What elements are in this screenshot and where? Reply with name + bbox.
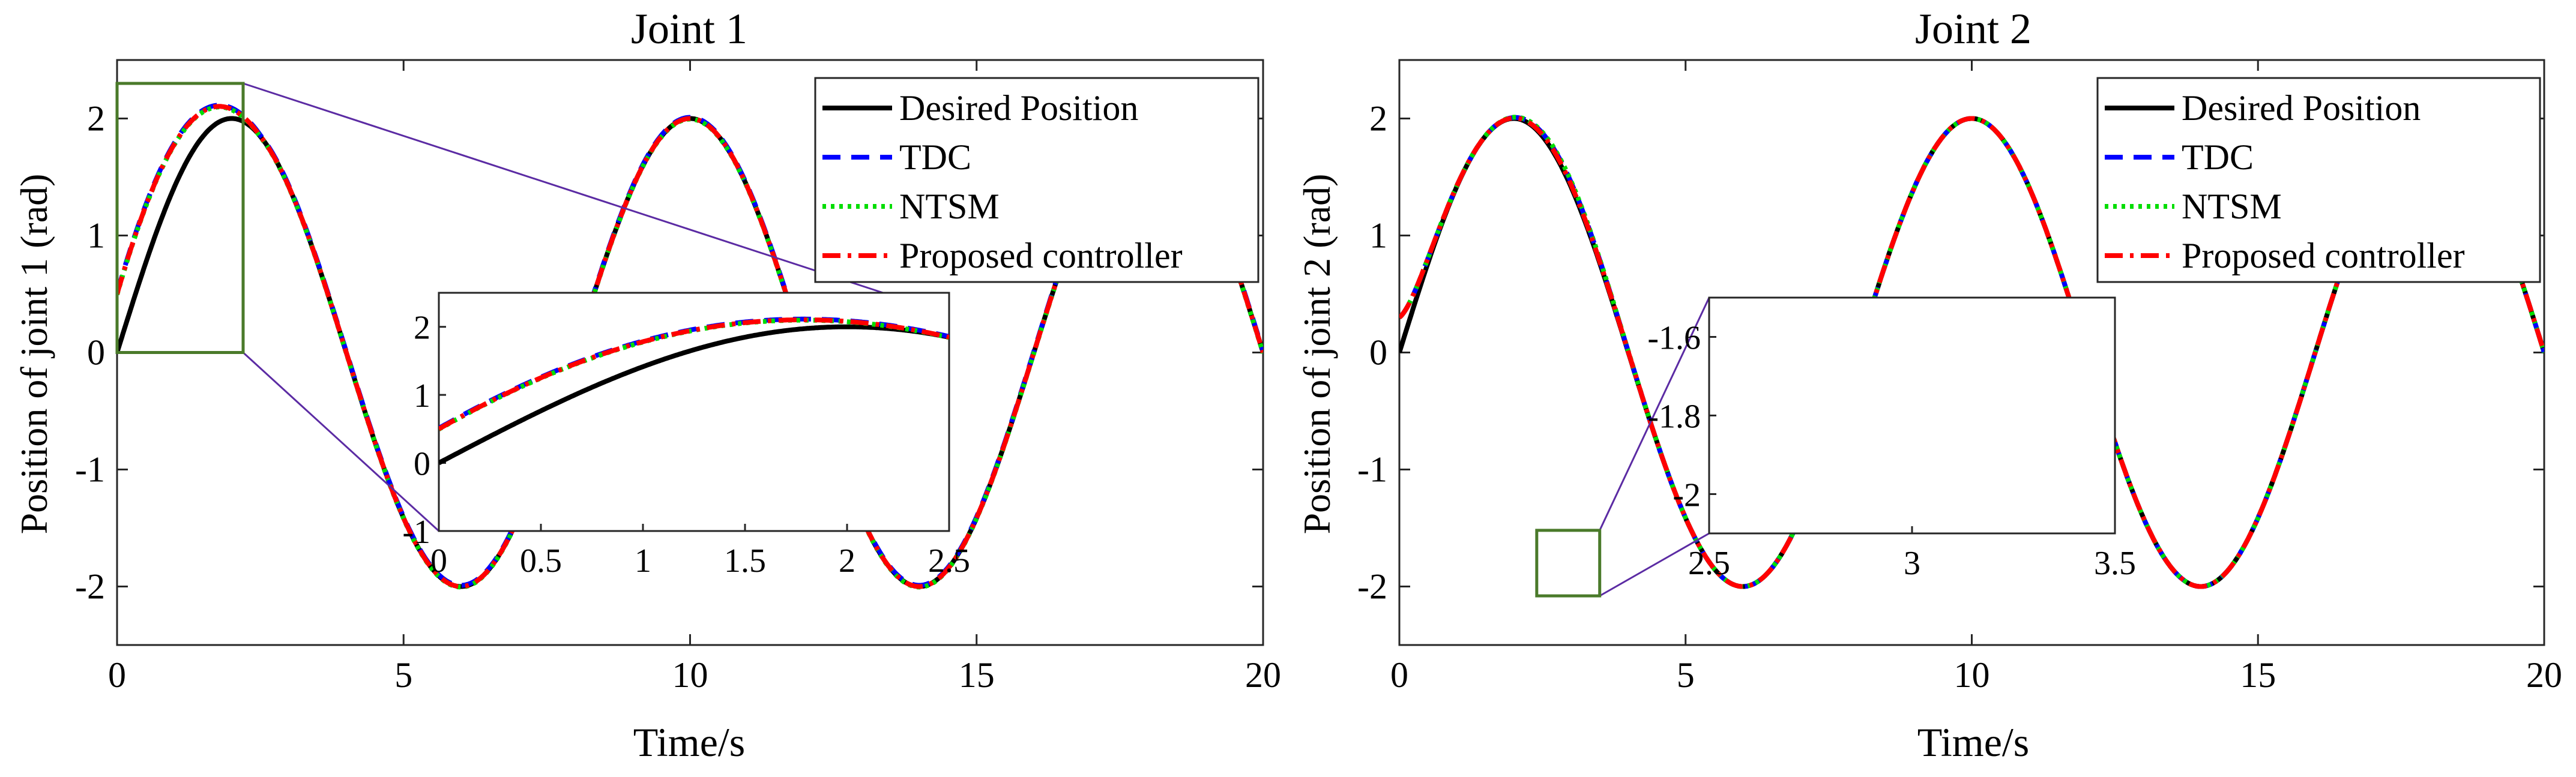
inset-y-tick-label: 1	[414, 377, 430, 415]
chart1-legend: Desired Position TDC NTSM Proposed controll…	[814, 77, 1259, 283]
y-tick-label: -2	[1357, 567, 1387, 607]
legend-label: Desired Position	[899, 88, 1138, 128]
legend-label: NTSM	[899, 187, 1000, 226]
legend-box	[814, 77, 1259, 283]
inset-y-tick-label: -1	[402, 514, 430, 551]
inset-x-tick-label: 0	[430, 542, 447, 580]
chart2-xlabel: Time/s	[1917, 719, 2029, 765]
inset-frame	[1708, 296, 2116, 535]
y-tick-label: -1	[1357, 450, 1387, 490]
x-tick-label: 10	[672, 655, 708, 695]
x-tick-label: 15	[959, 655, 995, 695]
legend-label: TDC	[899, 137, 971, 177]
legend-box	[2096, 77, 2541, 283]
chart1-zoom-indicator	[115, 82, 884, 532]
inset-series-line-proposed-controller	[439, 317, 949, 431]
legend-label: TDC	[2182, 137, 2254, 177]
zoom-connector	[1599, 297, 1710, 531]
x-tick-label: 5	[1677, 655, 1695, 695]
legend-label: Proposed controller	[899, 236, 1183, 275]
x-tick-label: 20	[1245, 655, 1281, 695]
zoom-connector	[243, 82, 884, 294]
inset-y-tick-label: -1.8	[1647, 398, 1701, 436]
inset-x-tick-label: 2	[839, 542, 855, 580]
inset-y-tick-label: 2	[414, 310, 430, 347]
inset-y-tick-label: 0	[414, 446, 430, 483]
x-tick-label: 0	[108, 655, 126, 695]
inset-x-tick-label: 3	[1904, 545, 1920, 582]
inset-x-tick-label: 0.5	[520, 542, 562, 580]
x-tick-label: 20	[2526, 655, 2562, 695]
y-tick-label: -1	[75, 450, 105, 490]
chart2-ylabel: Position of joint 2 (rad)	[1296, 174, 1338, 535]
y-tick-label: 2	[1369, 99, 1387, 139]
chart1-ylabel: Position of joint 1 (rad)	[13, 174, 55, 535]
chart1-title: Joint 1	[631, 5, 747, 53]
chart2-inset: 2.5 3 3.5 -1.6 -1.8 -2	[1647, 296, 2136, 582]
y-tick-label: -2	[75, 567, 105, 607]
legend-label: NTSM	[2182, 187, 2282, 226]
inset-frame	[438, 292, 950, 532]
legend-label: Proposed controller	[2182, 236, 2465, 275]
inset-x-tick-label: 3.5	[2094, 545, 2136, 582]
inset-x-tick-label: 2.5	[928, 542, 970, 580]
y-tick-label: 1	[87, 216, 105, 256]
legend-label: Desired Position	[2182, 88, 2421, 128]
inset-x-tick-label: 2.5	[1688, 545, 1730, 582]
x-tick-label: 15	[2240, 655, 2276, 695]
zoom-connector	[242, 352, 440, 532]
x-tick-label: 0	[1390, 655, 1408, 695]
chart2-zoom-indicator	[1535, 297, 1710, 598]
zoom-box	[115, 82, 245, 354]
chart2-title: Joint 2	[1915, 5, 2032, 53]
y-tick-label: 0	[1369, 333, 1387, 373]
inset-x-tick-label: 1.5	[724, 542, 766, 580]
zoom-connector	[1599, 532, 1710, 597]
inset-y-tick-label: -1.6	[1647, 320, 1701, 357]
y-tick-label: 1	[1369, 216, 1387, 256]
chart2-legend: Desired Position TDC NTSM Proposed controll…	[2096, 77, 2541, 283]
x-tick-label: 10	[1954, 655, 1990, 695]
zoom-box	[1535, 529, 1602, 598]
inset-series-line-desired-position	[439, 324, 949, 466]
inset-x-tick-label: 1	[635, 542, 651, 580]
inset-y-tick-label: -2	[1673, 477, 1701, 514]
y-tick-label: 0	[87, 333, 105, 373]
y-tick-label: 2	[87, 99, 105, 139]
x-tick-label: 5	[394, 655, 412, 695]
chart1-xlabel: Time/s	[633, 719, 745, 765]
